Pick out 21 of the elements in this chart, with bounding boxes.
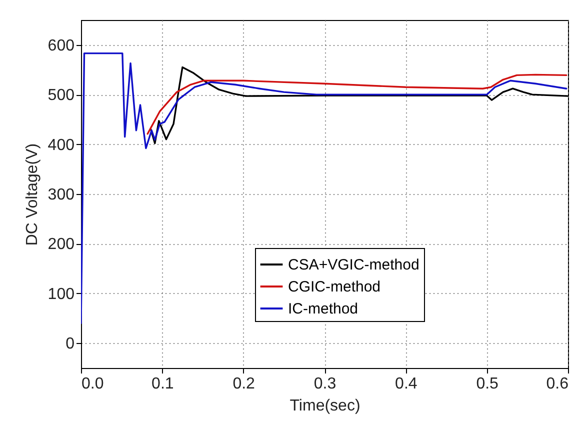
y-tick-label: 500 [48,87,75,104]
legend-label: CSA+VGIC-method [288,256,420,274]
y-axis-title: DC Voltage(V) [24,143,41,246]
y-tick-label: 400 [48,136,75,154]
y-tick-label: 600 [48,37,75,54]
y-tick-label: 0 [66,336,75,353]
legend-label: CGIC-method [288,278,381,296]
x-tick-label: 0.6 [546,376,569,392]
x-tick-label: 0.3 [314,376,336,392]
x-axis-title: Time(sec) [290,398,360,414]
x-tick-label: 0.4 [395,376,418,392]
y-tick-label: 300 [48,186,75,204]
line-series [81,52,568,324]
y-tick-label: 100 [48,286,75,303]
line-series [146,74,568,135]
y-tick-label: 200 [48,236,75,254]
legend-label: IC-method [288,300,358,318]
x-tick-label: 0.1 [152,376,174,392]
x-tick-label: 0.0 [82,376,104,392]
x-tick-label: 0.2 [232,376,256,392]
x-tick-label: 0.5 [476,376,499,392]
